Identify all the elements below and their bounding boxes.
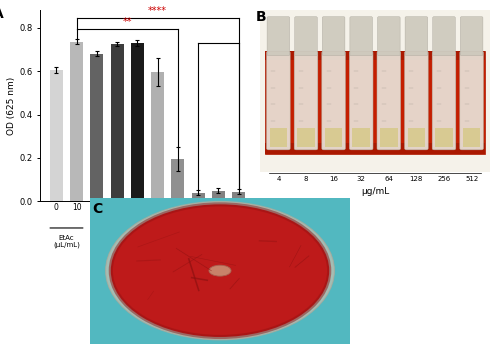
FancyBboxPatch shape [322,51,345,150]
Bar [151,72,164,201]
Text: 16: 16 [329,176,338,182]
Text: **: ** [122,17,132,27]
FancyBboxPatch shape [350,51,373,150]
FancyBboxPatch shape [432,17,456,56]
Text: 512: 512 [465,176,478,182]
Bar [325,128,342,146]
FancyBboxPatch shape [404,51,428,150]
FancyBboxPatch shape [460,17,483,56]
FancyBboxPatch shape [405,17,427,56]
Bar [270,128,287,146]
Text: ****: **** [148,6,167,16]
Ellipse shape [106,201,334,340]
Bar [50,70,63,201]
Bar [435,128,453,146]
Bar [260,10,490,172]
Ellipse shape [209,265,231,276]
FancyBboxPatch shape [377,51,400,150]
Bar [463,128,480,146]
Text: EtAc
(μL/mL): EtAc (μL/mL) [53,235,80,248]
Text: 4: 4 [276,176,280,182]
Bar [90,54,104,201]
Text: 32: 32 [357,176,366,182]
FancyBboxPatch shape [294,17,318,56]
Text: 8: 8 [304,176,308,182]
FancyBboxPatch shape [432,51,456,150]
Text: 128: 128 [410,176,423,182]
Text: μg/mL: μg/mL [361,187,389,196]
Bar [172,159,184,201]
Bar [212,191,225,201]
Bar [264,51,486,154]
Ellipse shape [111,204,329,337]
Bar [408,128,425,146]
Bar [264,143,486,154]
Bar [131,43,144,201]
Bar [380,128,398,146]
Text: B: B [256,10,266,24]
Bar [297,128,315,146]
FancyBboxPatch shape [350,17,372,56]
Bar [70,42,83,201]
FancyBboxPatch shape [267,17,289,56]
Bar [192,193,204,201]
Text: 64: 64 [384,176,393,182]
Text: C: C [92,202,103,216]
Bar [264,51,486,60]
Bar [352,128,370,146]
FancyBboxPatch shape [322,17,345,56]
FancyBboxPatch shape [294,51,318,150]
Y-axis label: OD (625 nm): OD (625 nm) [8,77,16,135]
FancyBboxPatch shape [378,17,400,56]
Text: A: A [0,7,4,20]
FancyBboxPatch shape [266,51,290,150]
FancyBboxPatch shape [460,51,483,150]
Text: Totarol
(μg/mL): Totarol (μg/mL) [154,235,182,248]
Bar [232,192,245,201]
Bar [110,44,124,201]
Text: 256: 256 [438,176,450,182]
